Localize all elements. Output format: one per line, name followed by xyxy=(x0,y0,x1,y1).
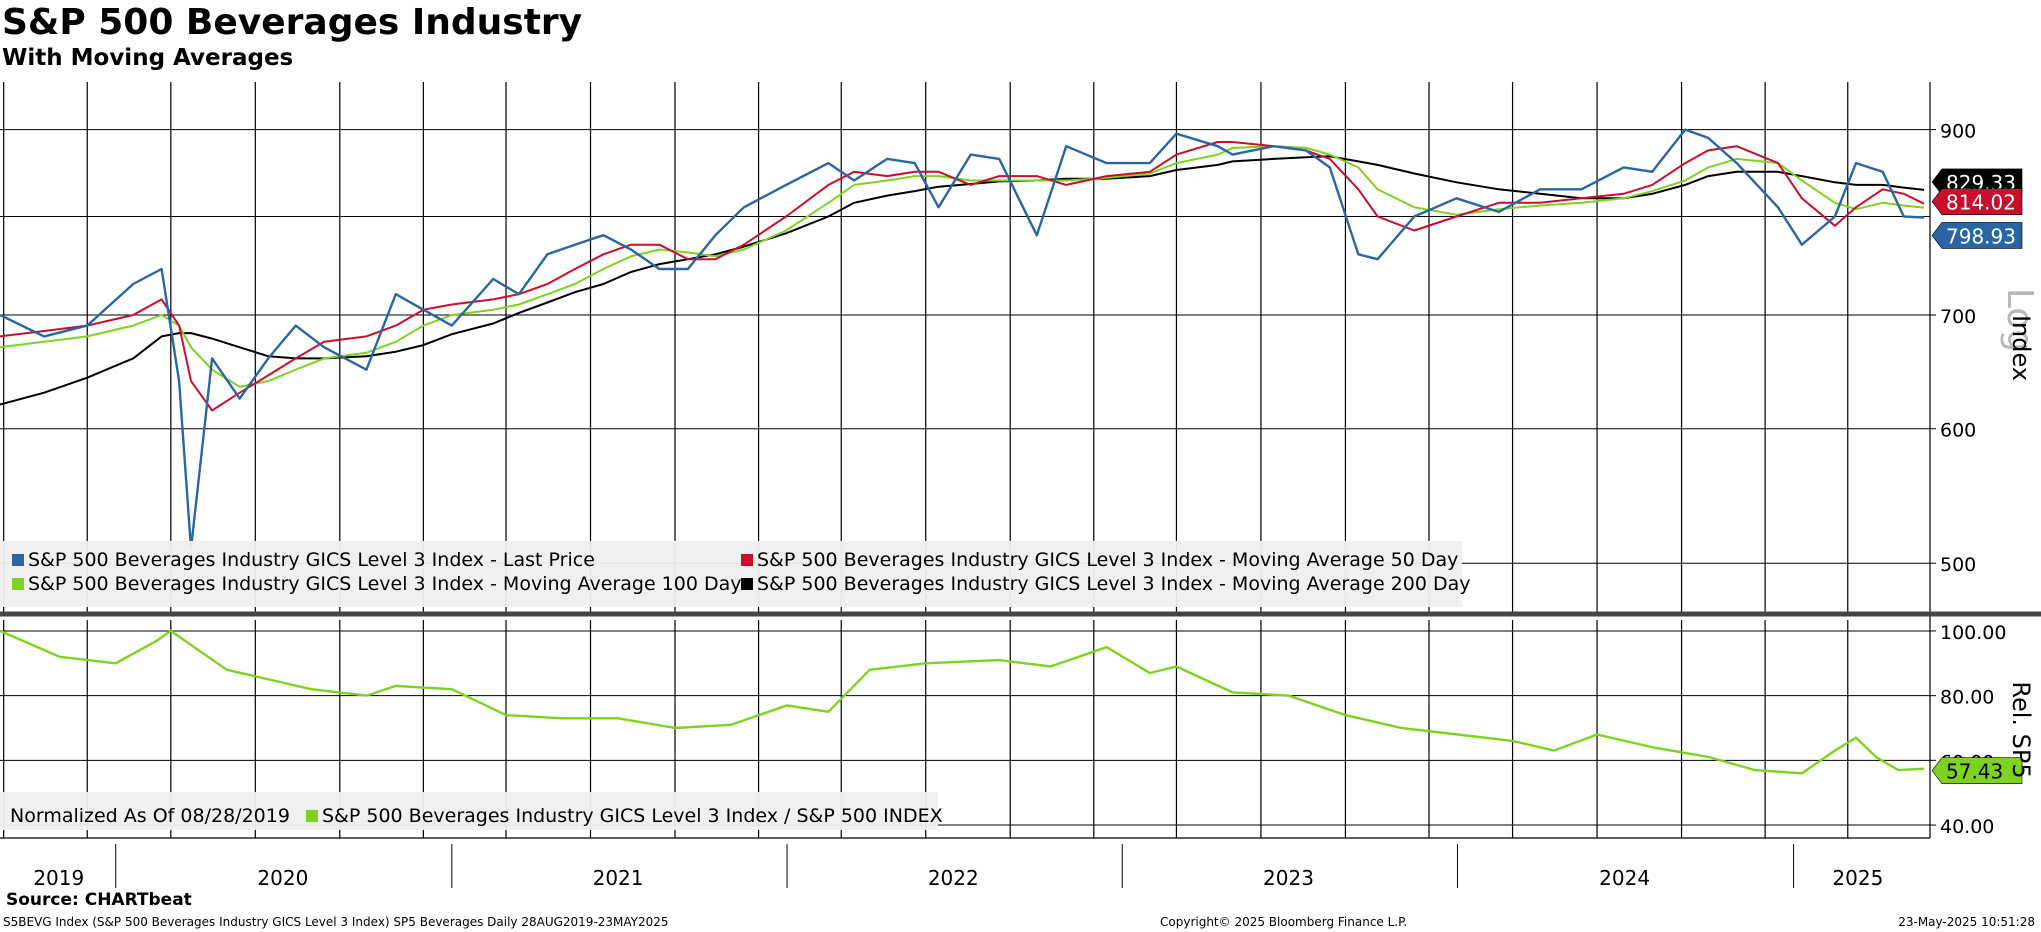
legend-swatch xyxy=(12,578,24,590)
x-year-label: 2023 xyxy=(1263,866,1314,890)
source-note: Source: CHARTbeat xyxy=(6,890,192,910)
footer-copyright: Copyright© 2025 Bloomberg Finance L.P. xyxy=(1160,915,1408,929)
relative-tag-bg xyxy=(1931,757,2023,784)
legend-swatch xyxy=(306,810,318,822)
legend-swatch xyxy=(741,554,753,566)
legend-swatch xyxy=(12,554,24,566)
chart-canvas: 50060070090040.0060.0080.00100.002019202… xyxy=(0,82,2041,890)
x-year-label: 2022 xyxy=(928,866,979,890)
series-line-ma100 xyxy=(0,145,1925,388)
x-year-label: 2020 xyxy=(257,866,308,890)
upper-legend-bg xyxy=(0,541,1462,607)
upper-y-tick-label: 900 xyxy=(1940,121,1976,143)
lower-y-axis-label: Rel. SP5 xyxy=(2007,681,2035,778)
series-line-price xyxy=(0,128,1925,550)
lower-legend-bg xyxy=(0,792,938,830)
upper-y-tick-label: 600 xyxy=(1940,420,1976,442)
legend-label: S&P 500 Beverages Industry GICS Level 3 … xyxy=(757,549,1458,571)
chart-title: S&P 500 Beverages Industry xyxy=(2,2,583,43)
series-line-ma50 xyxy=(0,141,1925,412)
axis-layer: 50060070090040.0060.0080.00100.002019202… xyxy=(0,82,2041,890)
lower-legend-prefix: Normalized As Of 08/28/2019 xyxy=(10,805,290,827)
x-year-label: 2024 xyxy=(1599,866,1650,890)
price-tag-bg xyxy=(1931,222,2023,249)
series-line-ma200 xyxy=(0,155,1925,406)
legend-label: S&P 500 Beverages Industry GICS Level 3 … xyxy=(28,573,742,595)
legend-layer: S&P 500 Beverages Industry GICS Level 3 … xyxy=(0,541,1471,830)
log-scale-label: Log xyxy=(1999,288,2040,352)
ma50-tag-bg xyxy=(1931,188,2023,215)
price-tag-label: 798.93 xyxy=(1946,224,2016,248)
footer-timestamp: 23-May-2025 10:51:28 xyxy=(1898,915,2035,929)
grid-layer xyxy=(0,82,1930,838)
upper-y-tick-label: 700 xyxy=(1940,306,1976,328)
legend-label: S&P 500 Beverages Industry GICS Level 3 … xyxy=(322,805,943,827)
upper-y-tick-label: 500 xyxy=(1940,554,1976,576)
lower-y-tick-label: 100.00 xyxy=(1940,622,2006,644)
ma50-tag-label: 814.02 xyxy=(1946,191,2016,215)
series-layer xyxy=(0,128,1925,775)
chart-subtitle: With Moving Averages xyxy=(2,45,294,71)
upper-y-axis-label: Index xyxy=(2007,315,2035,381)
footer-description: S5BEVG Index (S&P 500 Beverages Industry… xyxy=(3,915,669,929)
x-year-label: 2019 xyxy=(33,866,84,890)
relative-tag-label: 57.43 xyxy=(1946,760,2003,784)
series-line-relative xyxy=(0,629,1925,775)
x-year-label: 2021 xyxy=(593,866,644,890)
lower-y-tick-label: 40.00 xyxy=(1940,816,1994,838)
legend-swatch xyxy=(741,578,753,590)
lower-y-tick-label: 80.00 xyxy=(1940,687,1994,709)
legend-label: S&P 500 Beverages Industry GICS Level 3 … xyxy=(28,549,595,571)
legend-label: S&P 500 Beverages Industry GICS Level 3 … xyxy=(757,573,1471,595)
x-year-label: 2025 xyxy=(1832,866,1883,890)
